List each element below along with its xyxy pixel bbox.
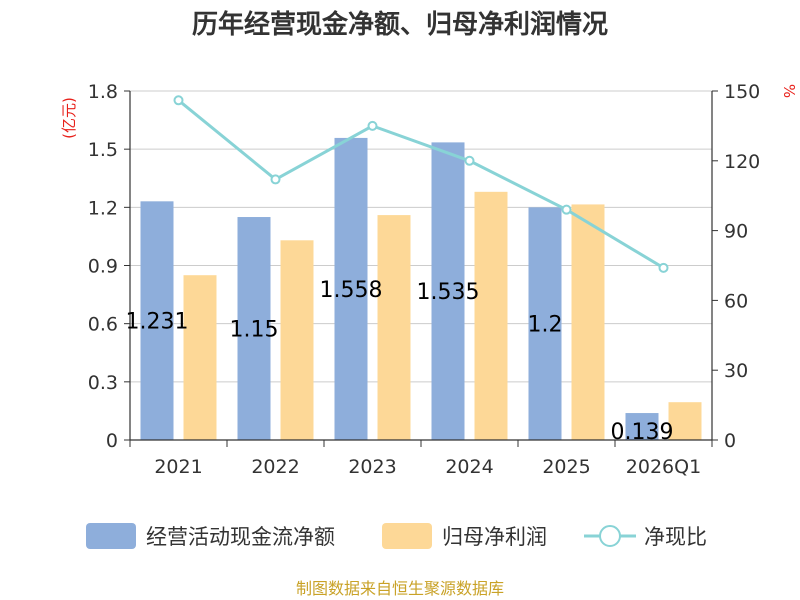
- x-axis-category-label: 2024: [445, 456, 493, 478]
- source-note: 制图数据来自恒生聚源数据库: [296, 579, 504, 598]
- cash-flow-data-label: 1.535: [417, 280, 480, 305]
- x-axis-category-label: 2022: [251, 456, 299, 478]
- left-axis-tick-label: 1.5: [88, 139, 118, 161]
- net-profit-bar: [280, 240, 314, 440]
- legend[interactable]: 经营活动现金流净额 归母净利润 净现比: [86, 523, 707, 549]
- bars: [140, 137, 702, 440]
- left-axis-tick-label: 1.8: [88, 81, 118, 103]
- ratio-line-point: [367, 120, 378, 131]
- ratio-line-point: [270, 174, 281, 185]
- net-profit-bar: [474, 191, 508, 440]
- ratio-line: [177, 99, 665, 270]
- right-axis-tick-label: 150: [724, 81, 760, 103]
- left-axis-tick-label: 0.3: [88, 372, 118, 394]
- right-axis-tick-label: 60: [724, 290, 748, 312]
- ratio-line-point: [173, 95, 184, 106]
- left-axis-tick-label: 1.2: [88, 197, 118, 219]
- cash-flow-bar: [237, 217, 271, 440]
- left-axis-tick-label: 0.6: [88, 314, 118, 336]
- x-axis-category-label: 2025: [542, 456, 590, 478]
- cash-flow-data-label: 1.15: [230, 318, 279, 343]
- right-axis-tick-label: 0: [724, 430, 736, 452]
- legend-label[interactable]: 经营活动现金流净额: [146, 525, 335, 549]
- axes: 0 0.3 0.6 0.9 1.2 1.5 1.8 0 30 60 90 120 150 2021 2022…: [88, 81, 760, 478]
- left-axis-unit: (亿元): [60, 97, 78, 139]
- left-axis-tick-label: 0: [106, 430, 118, 452]
- legend-marker[interactable]: [599, 525, 621, 547]
- ratio-line-point: [464, 155, 475, 166]
- legend-swatch[interactable]: [86, 523, 136, 549]
- legend-label[interactable]: 归母净利润: [442, 525, 547, 549]
- left-axis-tick-label: 0.9: [88, 256, 118, 278]
- ratio-line-point: [561, 204, 572, 215]
- cash-flow-data-label: 1.231: [126, 310, 189, 335]
- net-profit-bar: [571, 204, 605, 440]
- x-axis-category-label: 2021: [154, 456, 202, 478]
- ratio-line-series: [173, 95, 669, 273]
- right-axis-unit: %: [780, 84, 798, 98]
- net-profit-bar: [183, 275, 217, 440]
- x-axis-category-label: 2026Q1: [626, 456, 701, 478]
- right-axis-tick-label: 90: [724, 221, 748, 243]
- chart-title: 历年经营现金净额、归母净利润情况: [192, 9, 608, 40]
- cash-flow-data-label: 1.2: [528, 313, 563, 338]
- cash-flow-data-label: 1.558: [320, 278, 383, 303]
- cash-flow-bar: [625, 413, 659, 440]
- cash-flow-bar: [334, 137, 368, 440]
- right-axis-tick-label: 120: [724, 151, 760, 173]
- right-axis-tick-label: 30: [724, 360, 748, 382]
- cash-flow-data-label: 0.139: [611, 420, 674, 445]
- legend-swatch[interactable]: [382, 523, 432, 549]
- x-axis-category-label: 2023: [348, 456, 396, 478]
- gridlines: [130, 90, 712, 383]
- net-profit-bar: [377, 215, 411, 440]
- bar-data-labels: 1.231 1.15 1.558 1.535 1.2 0.139: [126, 278, 674, 445]
- cash-flow-bar: [431, 142, 465, 440]
- cash-flow-bar: [140, 201, 174, 440]
- cash-flow-bar: [528, 207, 562, 440]
- ratio-line-point: [658, 262, 669, 273]
- net-profit-bar: [668, 402, 702, 440]
- legend-label[interactable]: 净现比: [644, 525, 707, 549]
